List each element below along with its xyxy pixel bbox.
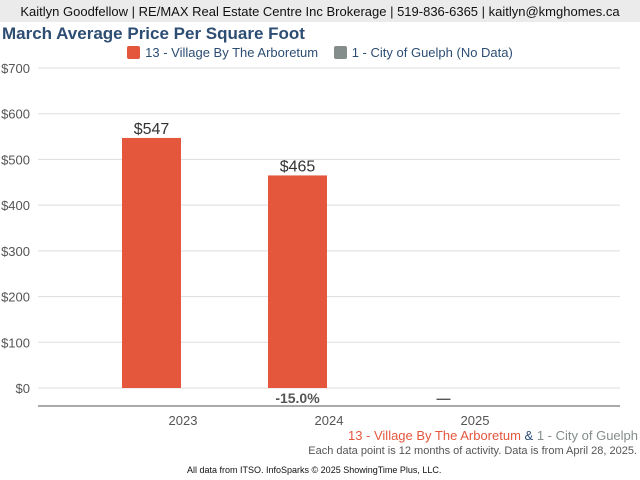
x-tick-label: 2024	[315, 413, 344, 428]
y-tick-label: $100	[1, 335, 30, 350]
x-tick-label: 2023	[169, 413, 198, 428]
legend-swatch	[127, 46, 141, 59]
bar	[268, 175, 327, 388]
y-tick-label: $200	[1, 290, 30, 305]
y-tick-label: $300	[1, 244, 30, 259]
legend-label: 13 - Village By The Arboretum	[145, 45, 319, 60]
y-tick-label: $400	[1, 198, 30, 213]
bar-value-label: $465	[280, 158, 316, 175]
footer-area2: 1 - City of Guelph	[536, 428, 638, 443]
data-note: Each data point is 12 months of activity…	[308, 445, 637, 457]
y-tick-label: $700	[1, 61, 30, 76]
y-tick-label: $600	[1, 107, 30, 122]
bar-value-label: $547	[134, 121, 170, 138]
x-tick-label: 2025	[461, 413, 490, 428]
y-tick-label: $0	[16, 381, 30, 396]
area-footer: 13 - Village By The Arboretum & 1 - City…	[348, 428, 638, 443]
bar-chart: $0 $100 $200 $300 $400 $500 $600 $700 2023 $547 20…	[1, 61, 620, 428]
legend-label: 1 - City of Guelph (No Data)	[351, 45, 513, 60]
bar	[122, 137, 181, 388]
change-label: -15.0%	[275, 390, 320, 406]
y-tick-label: $500	[1, 152, 30, 167]
footer-amp: &	[524, 428, 534, 443]
agent-header: Kaitlyn Goodfellow | RE/MAX Real Estate …	[0, 0, 640, 22]
change-label: —	[437, 390, 451, 406]
legend-item-village[interactable]: 13 - Village By The Arboretum	[127, 45, 318, 60]
credit: All data from ITSO. InfoSparks © 2025 Sh…	[187, 465, 442, 475]
chart-title: March Average Price Per Square Foot	[2, 24, 305, 43]
footer-area1: 13 - Village By The Arboretum	[347, 428, 521, 443]
legend: 13 - Village By The Arboretum 1 - City o…	[0, 45, 640, 60]
legend-item-guelph[interactable]: 1 - City of Guelph (No Data)	[333, 45, 513, 60]
legend-swatch	[333, 46, 347, 59]
